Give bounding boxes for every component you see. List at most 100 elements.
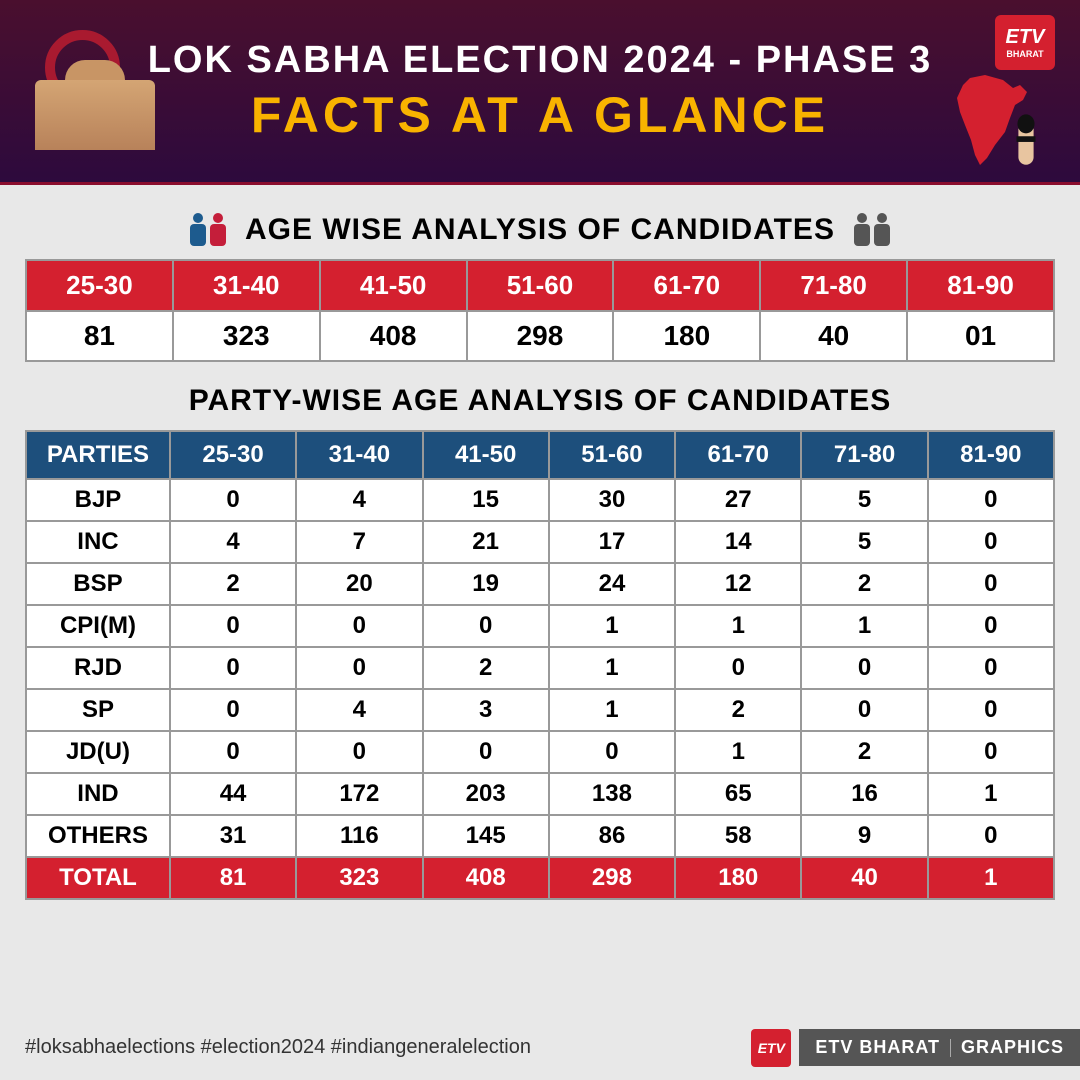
- party-cell: 172: [296, 773, 422, 815]
- age-header-cell: 41-50: [320, 260, 467, 311]
- party-total-cell: 323: [296, 857, 422, 899]
- age-value-cell: 81: [26, 311, 173, 361]
- party-cell: 0: [170, 605, 296, 647]
- party-cell: 4: [296, 479, 422, 521]
- party-cell: 1: [675, 605, 801, 647]
- party-cell: 2: [170, 563, 296, 605]
- party-row: JD(U)0000120: [26, 731, 1054, 773]
- header-subtitle: FACTS AT A GLANCE: [251, 86, 829, 144]
- party-cell: 2: [423, 647, 549, 689]
- party-header-cell: 31-40: [296, 431, 422, 479]
- age-header-cell: 61-70: [613, 260, 760, 311]
- party-cell: 2: [675, 689, 801, 731]
- party-cell: 0: [928, 815, 1054, 857]
- party-header-cell: 71-80: [801, 431, 927, 479]
- elderly-people-icon: [853, 213, 891, 247]
- age-value-cell: 298: [467, 311, 614, 361]
- ink-finger-icon: [1007, 112, 1045, 170]
- party-cell: 12: [675, 563, 801, 605]
- party-row: BJP0415302750: [26, 479, 1054, 521]
- footer-etv-logo: ETV: [751, 1029, 791, 1067]
- age-wise-table: 25-3031-4041-5051-6061-7071-8081-90 8132…: [25, 259, 1055, 362]
- header-banner: LOK SABHA ELECTION 2024 - PHASE 3 FACTS …: [0, 0, 1080, 185]
- party-cell: 5: [801, 479, 927, 521]
- party-row: OTHERS31116145865890: [26, 815, 1054, 857]
- party-cell: 1: [928, 773, 1054, 815]
- party-total-row: TOTAL81323408298180401: [26, 857, 1054, 899]
- party-header-cell: 41-50: [423, 431, 549, 479]
- party-row: INC4721171450: [26, 521, 1054, 563]
- party-cell: 0: [928, 647, 1054, 689]
- age-analysis-title: AGE WISE ANALYSIS OF CANDIDATES: [25, 213, 1055, 247]
- party-cell: 0: [928, 689, 1054, 731]
- party-cell: 1: [549, 647, 675, 689]
- party-cell: CPI(M): [26, 605, 170, 647]
- party-cell: 0: [296, 605, 422, 647]
- party-cell: 31: [170, 815, 296, 857]
- content-area: AGE WISE ANALYSIS OF CANDIDATES 25-3031-…: [0, 185, 1080, 900]
- party-cell: 145: [423, 815, 549, 857]
- party-cell: 0: [170, 689, 296, 731]
- party-cell: 20: [296, 563, 422, 605]
- party-cell: 21: [423, 521, 549, 563]
- party-cell: 0: [675, 647, 801, 689]
- party-cell: 9: [801, 815, 927, 857]
- party-cell: 4: [296, 689, 422, 731]
- age-header-cell: 81-90: [907, 260, 1054, 311]
- party-cell: 86: [549, 815, 675, 857]
- party-cell: 0: [296, 647, 422, 689]
- party-cell: OTHERS: [26, 815, 170, 857]
- party-total-cell: 298: [549, 857, 675, 899]
- age-value-cell: 40: [760, 311, 907, 361]
- party-header-cell: 25-30: [170, 431, 296, 479]
- party-header-cell: PARTIES: [26, 431, 170, 479]
- party-row: BSP22019241220: [26, 563, 1054, 605]
- party-cell: 203: [423, 773, 549, 815]
- etv-bharat-logo: ETV BHARAT: [995, 15, 1055, 70]
- party-cell: 27: [675, 479, 801, 521]
- party-cell: 5: [801, 521, 927, 563]
- party-cell: 0: [549, 731, 675, 773]
- party-cell: 0: [928, 605, 1054, 647]
- party-total-cell: 81: [170, 857, 296, 899]
- hashtags: #loksabhaelections #election2024 #indian…: [25, 1036, 531, 1059]
- age-header-cell: 31-40: [173, 260, 320, 311]
- party-cell: 65: [675, 773, 801, 815]
- party-cell: 138: [549, 773, 675, 815]
- party-cell: SP: [26, 689, 170, 731]
- party-header-cell: 51-60: [549, 431, 675, 479]
- party-cell: 0: [928, 731, 1054, 773]
- party-total-cell: 180: [675, 857, 801, 899]
- party-cell: 116: [296, 815, 422, 857]
- footer-brand-text: ETV BHARAT GRAPHICS: [799, 1029, 1080, 1066]
- party-cell: 1: [801, 605, 927, 647]
- party-total-cell: 40: [801, 857, 927, 899]
- party-analysis-title: PARTY-WISE AGE ANALYSIS OF CANDIDATES: [25, 384, 1055, 418]
- party-cell: 0: [170, 647, 296, 689]
- age-value-cell: 01: [907, 311, 1054, 361]
- party-header-cell: 81-90: [928, 431, 1054, 479]
- party-cell: INC: [26, 521, 170, 563]
- party-cell: 7: [296, 521, 422, 563]
- party-cell: 58: [675, 815, 801, 857]
- age-header-cell: 51-60: [467, 260, 614, 311]
- party-cell: 0: [801, 689, 927, 731]
- header-right-graphics: ETV BHARAT: [915, 15, 1055, 170]
- party-cell: 1: [549, 605, 675, 647]
- parliament-ballot-icon: [25, 30, 165, 150]
- party-cell: 0: [928, 563, 1054, 605]
- party-cell: RJD: [26, 647, 170, 689]
- party-total-cell: 408: [423, 857, 549, 899]
- party-cell: 14: [675, 521, 801, 563]
- party-cell: BSP: [26, 563, 170, 605]
- party-cell: IND: [26, 773, 170, 815]
- party-cell: 2: [801, 563, 927, 605]
- party-total-cell: 1: [928, 857, 1054, 899]
- footer-branding: ETV ETV BHARAT GRAPHICS: [751, 1029, 1080, 1067]
- party-cell: 0: [423, 605, 549, 647]
- party-cell: 15: [423, 479, 549, 521]
- party-cell: 17: [549, 521, 675, 563]
- party-cell: 4: [170, 521, 296, 563]
- party-cell: JD(U): [26, 731, 170, 773]
- age-value-cell: 323: [173, 311, 320, 361]
